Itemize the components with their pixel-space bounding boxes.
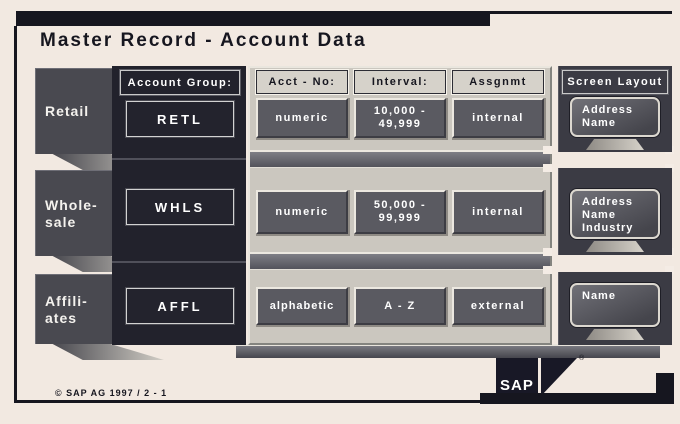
column-header-interval: Interval: [354, 70, 446, 94]
screen-layout-line: Name [582, 290, 616, 302]
interval-line: 49,999 [378, 118, 422, 130]
row-separator-band [250, 150, 550, 168]
row-separator-band [250, 252, 550, 270]
interval-line: 50,000 - [373, 199, 427, 211]
row-separator [112, 261, 246, 263]
row-tile-wholesale: Whole- sale [35, 170, 112, 256]
acct-no-cell-affiliates: alphabetic [256, 287, 348, 325]
edge-handle [543, 146, 552, 154]
button-pedestal [586, 139, 644, 150]
button-pedestal [586, 241, 644, 252]
screen-layout-line: Name [582, 117, 616, 129]
registered-mark-icon: ® [579, 355, 585, 362]
screen-layout-button-affiliates: Name [570, 283, 660, 327]
interval-cell-wholesale: 50,000 - 99,999 [354, 190, 446, 234]
screen-layout-button-wholesale: Address Name Industry [570, 189, 660, 239]
footer-copyright: © SAP AG 1997 / 2 - 1 [55, 388, 168, 398]
account-group-header: Account Group: [120, 70, 240, 95]
screen-layout-button-retail: Address Name [570, 97, 660, 137]
row-tile-affiliates: Affili- ates [35, 274, 112, 344]
row-separator [112, 158, 246, 160]
left-frame-rule [14, 26, 17, 403]
row-tile-retail: Retail [35, 68, 112, 154]
account-group-value-retl: RETL [126, 101, 234, 137]
tile-shadow [52, 344, 164, 360]
sap-logo-text: SAP [500, 377, 534, 394]
interval-cell-retail: 10,000 - 49,999 [354, 98, 446, 138]
interval-line: 99,999 [378, 212, 422, 224]
sap-logo: SAP [496, 358, 538, 396]
edge-handle [665, 266, 674, 274]
column-header-assgnmt: Assgnmt [452, 70, 544, 94]
acct-no-cell-retail: numeric [256, 98, 348, 138]
row-label: Whole- [45, 196, 98, 213]
bottom-accent-step [656, 373, 674, 404]
bottom-frame-rule [14, 400, 484, 403]
screen-layout-line: Name [582, 209, 616, 221]
screen-layout-line: Address [582, 196, 634, 208]
edge-handle [543, 248, 552, 256]
interval-line: 10,000 - [373, 105, 427, 117]
column-header-acct-no: Acct - No: [256, 70, 348, 94]
assignment-cell-affiliates: external [452, 287, 544, 325]
bottom-accent-bar [480, 393, 658, 404]
screen-layout-line: Address [582, 104, 634, 116]
interval-cell-affiliates: A - Z [354, 287, 446, 325]
screen-layout-line: Industry [582, 222, 634, 234]
sap-logo-sail [541, 358, 577, 396]
screen-layout-header: Screen Layout [562, 70, 668, 94]
assignment-cell-wholesale: internal [452, 190, 544, 234]
row-label: Affili- [45, 292, 88, 309]
page-title: Master Record - Account Data [40, 30, 367, 51]
button-pedestal [586, 329, 644, 340]
table-bottom-shadow [236, 344, 660, 358]
top-rule [490, 11, 672, 14]
account-group-value-affl: AFFL [126, 288, 234, 324]
edge-handle [543, 266, 552, 274]
assignment-cell-retail: internal [452, 98, 544, 138]
edge-handle [543, 164, 552, 172]
top-accent-bar [16, 11, 490, 26]
acct-no-cell-wholesale: numeric [256, 190, 348, 234]
row-label: sale [45, 213, 77, 230]
row-label: Retail [45, 103, 90, 119]
row-label: ates [45, 309, 78, 326]
account-group-value-whls: WHLS [126, 189, 234, 225]
